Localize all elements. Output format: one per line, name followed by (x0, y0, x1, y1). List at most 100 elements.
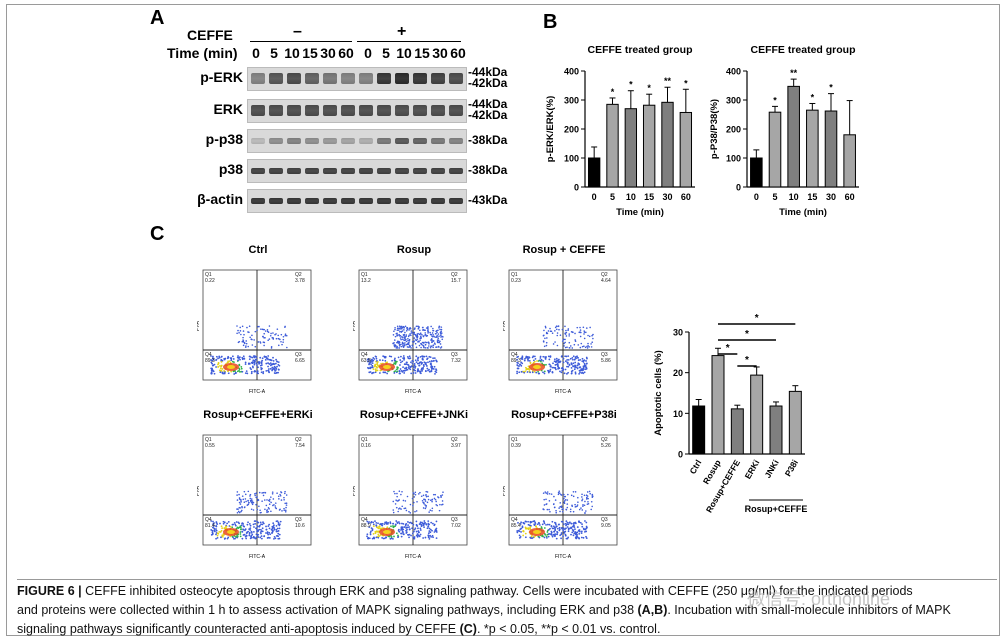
flow-dot (220, 536, 222, 539)
flow-dot (230, 357, 232, 359)
flow-dot (584, 500, 586, 503)
flow-dot (273, 367, 276, 370)
flow-dot (433, 357, 436, 359)
y-tick-label: 100 (564, 154, 579, 164)
flow-dot (265, 504, 268, 507)
flow-dot (398, 345, 401, 347)
flow-dot (369, 359, 371, 362)
flow-dot (271, 525, 274, 528)
flow-dot (221, 368, 224, 370)
flow-dot (567, 365, 570, 368)
flow-title-4: Rosup+CEFFE+JNKi (359, 409, 469, 421)
flow-dot (278, 498, 280, 500)
y-tick-label: 30 (673, 328, 683, 338)
flow-dot (588, 490, 591, 493)
flow-dot (369, 371, 372, 373)
flow-dot (216, 523, 219, 525)
flow-dot (543, 372, 546, 375)
flow-dot (401, 528, 403, 531)
flow-dot (221, 534, 224, 537)
flow-dot (433, 523, 436, 526)
flow-dot (435, 527, 438, 530)
flow-dot (262, 521, 264, 524)
flow-dot (253, 370, 256, 373)
flow-dot (432, 334, 434, 336)
flow-dot (278, 527, 281, 530)
quad-value-0: 0.23 (511, 278, 521, 284)
flow-dot (373, 365, 376, 368)
flow-dot (397, 510, 399, 513)
flow-dot (419, 339, 421, 341)
flow-dot (406, 528, 408, 531)
flow-dot (247, 530, 250, 533)
flow-dot (236, 325, 238, 327)
flow-dot (560, 520, 563, 523)
flow-dot (518, 371, 521, 374)
flow-dot (223, 521, 226, 524)
flow-dot (558, 507, 560, 509)
flow-dot (404, 524, 407, 527)
flow-dot (392, 522, 395, 525)
band-label-1: ERK (213, 101, 243, 117)
flow-x-label: FITC-A (555, 554, 572, 560)
flow-dot (543, 329, 545, 332)
flow-dot (263, 332, 266, 335)
flow-dot (415, 325, 418, 328)
flow-dot (216, 532, 219, 535)
flow-core (383, 365, 391, 369)
flow-dot (228, 360, 231, 363)
flow-dot (428, 511, 430, 513)
flow-dot (221, 535, 224, 538)
flow-dot (399, 361, 402, 364)
flow-dot (396, 347, 399, 349)
flow-dot (428, 536, 430, 539)
flow-dot (277, 495, 280, 498)
bar-3 (750, 374, 764, 455)
flow-dot (576, 364, 579, 367)
flow-dot (283, 507, 285, 510)
flow-dot (394, 345, 396, 348)
flow-dot (223, 358, 226, 360)
quad-value-1: 3.97 (451, 443, 461, 449)
flow-dot (285, 502, 288, 505)
flow-dot (571, 356, 574, 359)
flow-dot (265, 369, 268, 372)
flow-dot (396, 370, 399, 373)
band-1-6 (359, 105, 373, 116)
flow-dot (577, 496, 579, 499)
flow-y-label: PI-A (503, 320, 507, 330)
flow-dot (393, 372, 396, 374)
flow-dot (408, 367, 411, 369)
flow-dot (222, 522, 225, 525)
flow-dot (434, 493, 437, 496)
flow-dot (239, 533, 242, 535)
flow-dot (537, 370, 539, 373)
flow-dot (238, 501, 241, 504)
flow-dot (235, 372, 237, 374)
flow-dot (371, 372, 373, 375)
flow-dot (437, 339, 440, 341)
flow-dot (427, 525, 430, 528)
flow-dot (406, 368, 409, 371)
band-1-8 (395, 105, 409, 116)
flow-dot (397, 534, 399, 537)
flow-dot (440, 326, 443, 328)
band-4-10 (431, 198, 445, 204)
flow-dot (396, 332, 398, 335)
flow-dot (529, 536, 532, 539)
flow-dot (579, 335, 582, 338)
flow-dot (236, 494, 238, 496)
flow-dot (382, 355, 385, 358)
flow-dot (581, 493, 583, 496)
flow-dot (574, 528, 576, 530)
flow-dot (581, 498, 584, 500)
band-2-1 (269, 138, 283, 144)
flow-dot (402, 345, 405, 348)
flow-dot (217, 357, 219, 360)
flow-dot (283, 492, 286, 495)
flow-dot (520, 370, 523, 373)
flow-dot (276, 365, 278, 368)
flow-dot (252, 536, 255, 539)
caption-line3a: signaling pathways significantly counter… (17, 622, 460, 636)
flow-dot (566, 362, 569, 365)
